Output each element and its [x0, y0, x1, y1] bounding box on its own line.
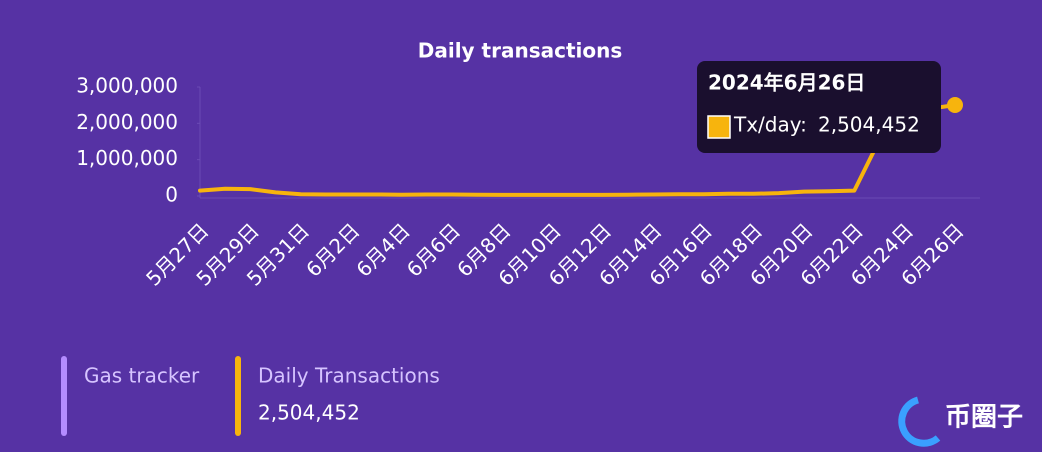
watermark: 币圈子 — [898, 396, 1023, 447]
x-tick-label: 6月4日 — [352, 218, 415, 281]
watermark-text: 币圈子 — [945, 403, 1023, 433]
tooltip-box — [697, 61, 941, 153]
plot — [198, 97, 963, 197]
x-tick-label: 6月6日 — [402, 218, 465, 281]
stat-bar — [61, 356, 67, 436]
stats: Gas tracker Daily Transactions 2,504,452 — [61, 356, 440, 436]
y-tick-label: 0 — [165, 183, 178, 207]
stat-value: 2,504,452 — [258, 401, 360, 425]
x-tick-label: 6月2日 — [301, 218, 364, 281]
tooltip-label: Tx/day: — [733, 113, 807, 137]
stat-bar — [235, 356, 241, 436]
watermark-logo — [898, 396, 941, 447]
stat-name: Gas tracker — [84, 364, 200, 388]
tooltip-value: 2,504,452 — [818, 113, 920, 137]
highlight-point — [947, 97, 963, 114]
line — [198, 103, 957, 197]
y-tick-label: 2,000,000 — [76, 110, 178, 134]
y-tick-label: 1,000,000 — [76, 146, 178, 170]
y-tick-label: 3,000,000 — [76, 74, 178, 98]
tooltip-title: 2024年6月26日 — [708, 71, 865, 95]
tooltip: 2024年6月26日 Tx/day: 2,504,452 — [697, 61, 941, 153]
stat-name: Daily Transactions — [258, 364, 440, 388]
chart-title: Daily transactions — [418, 39, 623, 63]
tooltip-swatch — [707, 115, 731, 139]
